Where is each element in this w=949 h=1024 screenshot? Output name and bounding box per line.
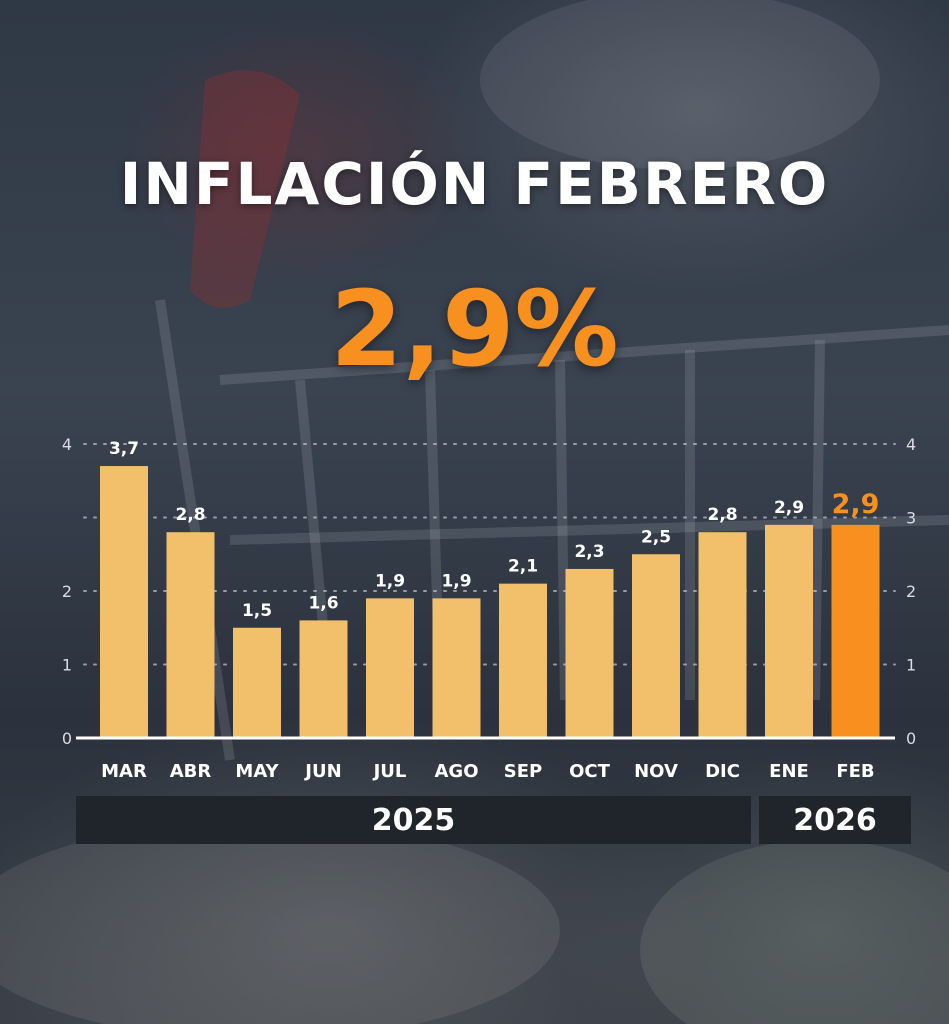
y-tick-left: 4 xyxy=(62,435,72,454)
data-label: 1,9 xyxy=(441,571,471,591)
data-label: 2,8 xyxy=(707,505,737,525)
year-band-2025: 2025 xyxy=(76,796,751,844)
data-label: 2,5 xyxy=(641,527,671,547)
x-tick-label: DIC xyxy=(705,761,740,782)
x-tick-label: JUN xyxy=(303,761,341,782)
data-label: 2,9 xyxy=(832,489,880,520)
x-tick-label: SEP xyxy=(504,761,542,782)
bar xyxy=(299,620,348,738)
data-label: 1,6 xyxy=(308,593,338,613)
bar xyxy=(698,532,747,738)
x-tick-label: MAR xyxy=(101,761,147,782)
data-label: 1,5 xyxy=(242,601,272,621)
y-tick-right: 3 xyxy=(906,509,916,528)
data-label: 2,1 xyxy=(508,557,538,577)
headline-inflation-value: 2,9% xyxy=(330,268,619,390)
y-tick-right: 4 xyxy=(906,435,916,454)
bar xyxy=(432,598,481,738)
y-tick-right: 0 xyxy=(906,729,916,748)
x-tick-label: JUL xyxy=(372,761,407,782)
year-band-2026: 2026 xyxy=(759,796,911,844)
y-tick-right: 2 xyxy=(906,582,916,601)
bar xyxy=(831,524,880,738)
x-tick-label: FEB xyxy=(836,761,874,782)
x-tick-label: AGO xyxy=(434,761,478,782)
bar xyxy=(632,554,680,738)
x-tick-label: ABR xyxy=(170,761,212,782)
bar xyxy=(499,583,547,738)
y-tick-left: 1 xyxy=(62,656,72,675)
data-label: 2,9 xyxy=(774,498,804,518)
chart-title: INFLACIÓN FEBRERO xyxy=(119,150,830,218)
y-tick-left: 0 xyxy=(62,729,72,748)
bar xyxy=(765,524,813,738)
data-label: 2,8 xyxy=(175,505,205,525)
x-tick-label: ENE xyxy=(769,761,809,782)
x-tick-label: OCT xyxy=(569,761,611,782)
bar xyxy=(366,598,414,738)
x-tick-label: NOV xyxy=(634,761,678,782)
data-label: 1,9 xyxy=(375,571,405,591)
y-tick-right: 1 xyxy=(906,656,916,675)
bar xyxy=(100,466,148,738)
y-tick-left: 2 xyxy=(62,582,72,601)
bar xyxy=(166,532,215,738)
data-label: 3,7 xyxy=(109,439,139,459)
bar xyxy=(233,627,281,738)
data-label: 2,3 xyxy=(574,542,604,562)
x-tick-label: MAY xyxy=(235,761,279,782)
bar xyxy=(565,568,614,738)
